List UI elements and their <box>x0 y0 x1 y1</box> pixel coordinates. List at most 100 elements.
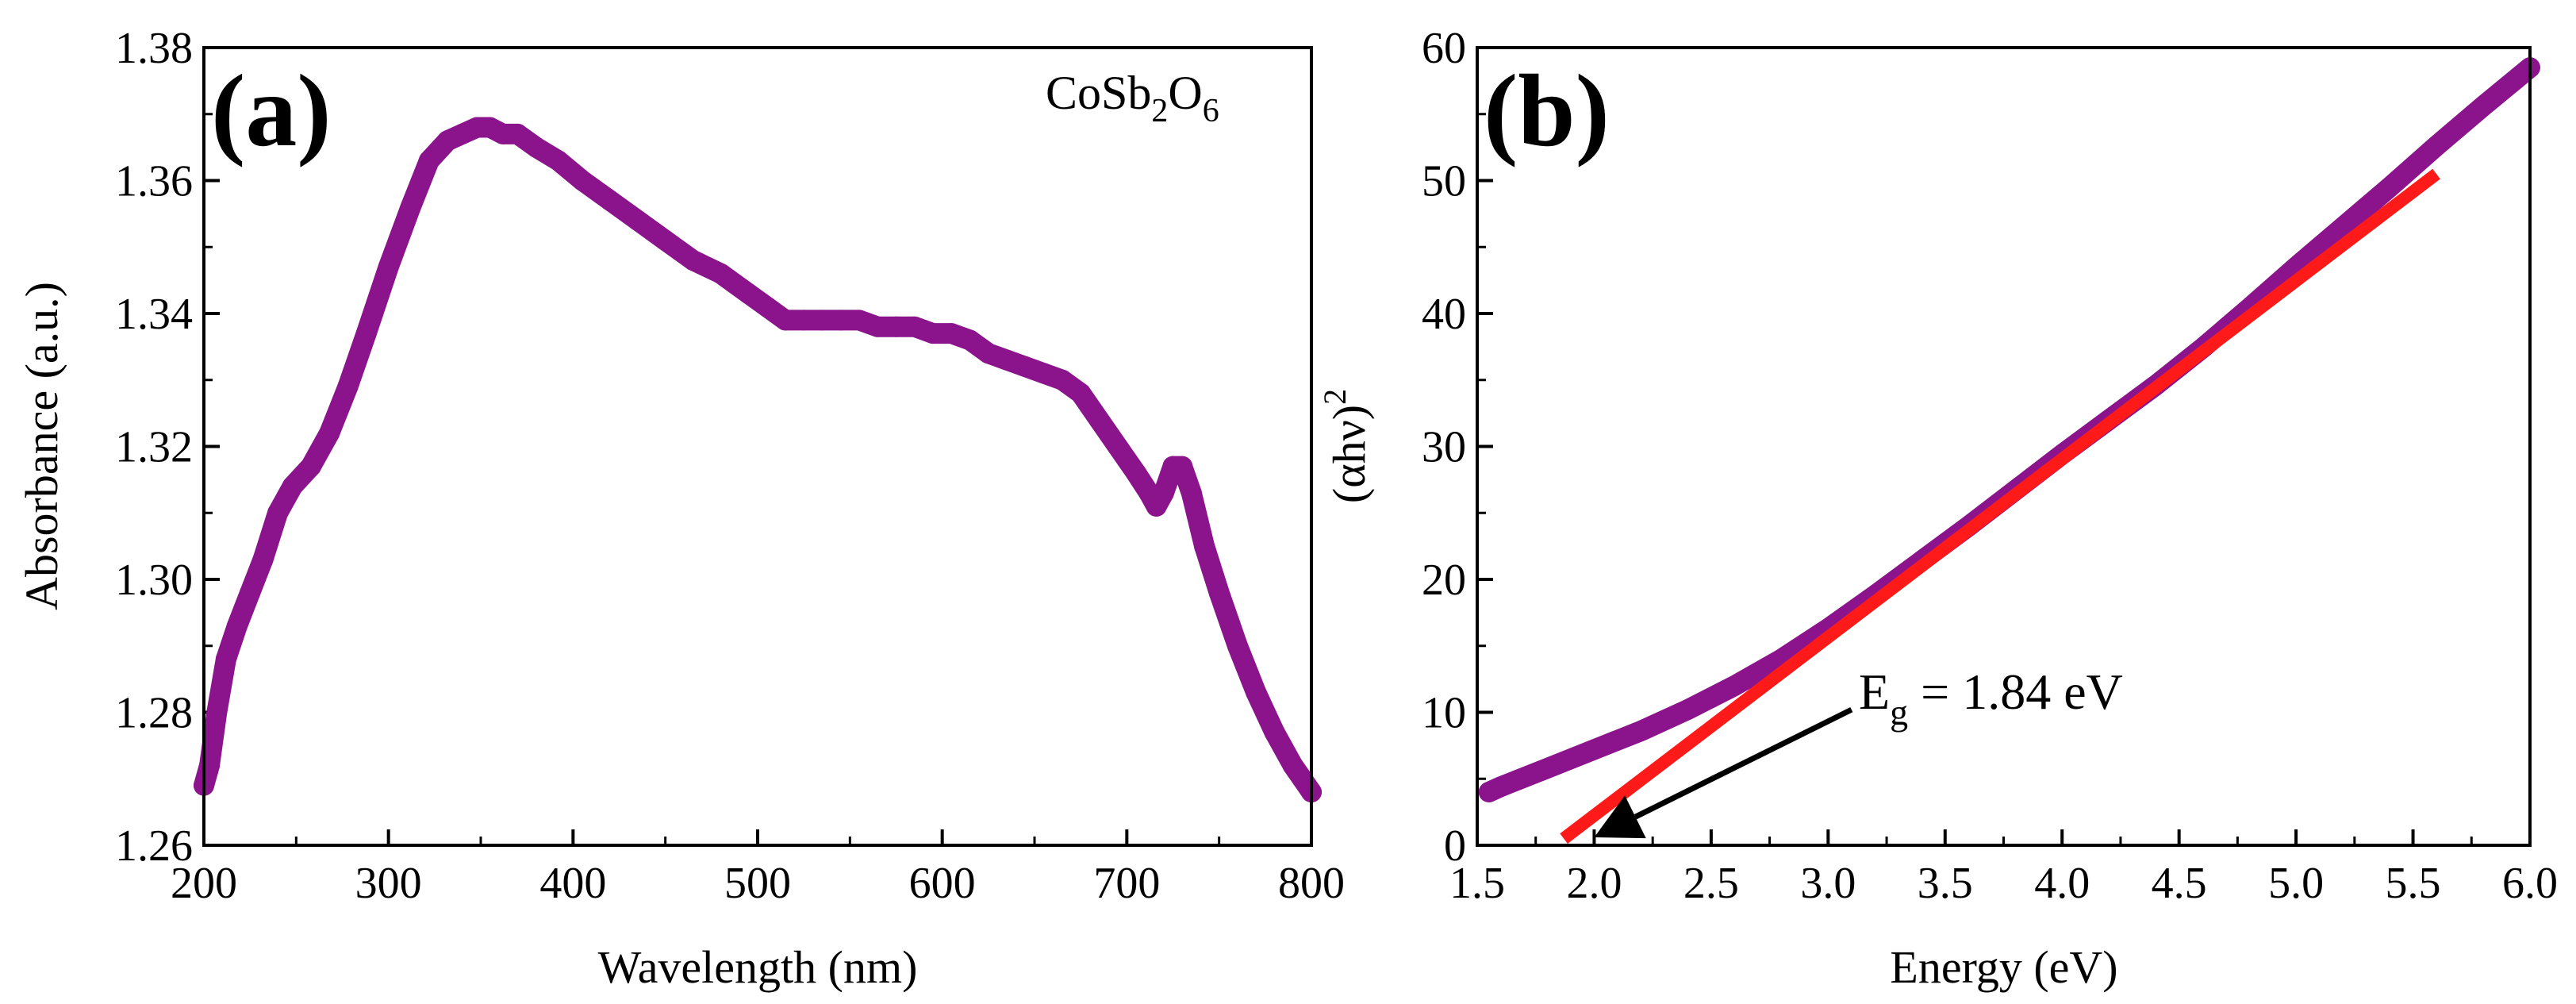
x-tick-label: 5.0 <box>2268 859 2324 908</box>
tauc-point <box>1491 777 1511 797</box>
absorbance-point <box>996 349 1018 371</box>
absorbance-point <box>507 123 528 144</box>
y-tick-label: 1.34 <box>115 290 193 339</box>
absorbance-point <box>267 502 289 524</box>
absorbance-point <box>1264 721 1285 743</box>
absorbance-point <box>1153 483 1174 504</box>
absorbance-point <box>812 310 833 331</box>
panel-a-y-axis-label: Absorbance (a.u.) <box>16 282 67 610</box>
tauc-point <box>1538 758 1557 778</box>
y-tick-label: 1.28 <box>115 689 193 738</box>
absorbance-point <box>1194 536 1215 557</box>
panel-b-y-tick-labels: 0 10 20 30 40 50 60 <box>1422 24 1466 871</box>
y-tick-label: 0 <box>1444 821 1466 871</box>
y-label-sup: 2 <box>1317 389 1353 405</box>
panel-b-y-axis-label: (αhν)2 <box>1317 389 1375 503</box>
tauc-point <box>1584 740 1604 760</box>
absorbance-point <box>1070 383 1092 404</box>
panel-b-x-axis-label: Energy (eV) <box>1890 941 2117 993</box>
y-tick-label: 40 <box>1422 290 1466 339</box>
compound-sub-2: 6 <box>1203 93 1219 129</box>
tauc-point <box>2380 177 2400 197</box>
x-tick-label: 4.5 <box>2152 859 2207 908</box>
absorbance-point <box>793 310 815 331</box>
absorbance-point <box>756 296 777 317</box>
panel-a-x-tick-labels: 200 300 400 500 600 700 800 <box>171 859 1345 908</box>
tauc-point <box>1678 700 1698 720</box>
tauc-point <box>1631 721 1651 740</box>
absorbance-point <box>599 190 620 211</box>
absorbance-point <box>959 329 981 351</box>
absorbance-point <box>774 310 796 331</box>
absorbance-point <box>627 210 648 231</box>
absorbance-point <box>885 316 907 337</box>
panel-a-frame <box>202 46 1313 847</box>
x-tick-label: 2.0 <box>1566 859 1622 908</box>
absorbance-point <box>710 263 731 284</box>
panel-b: 1.5 2.0 2.5 3.0 3.5 4.0 4.5 5.0 5.5 6.0 0 10 20 30 40… <box>1317 24 2558 993</box>
compound-sub-1: 2 <box>1151 93 1168 129</box>
x-tick-label: 1.5 <box>1449 859 1505 908</box>
absorbance-point <box>240 582 261 603</box>
absorbance-point <box>525 137 547 158</box>
panel-a-compound-label: CoSb2O6 <box>1046 67 1219 129</box>
y-tick-label: 1.30 <box>115 556 193 605</box>
absorbance-point <box>378 256 399 278</box>
panel-b-frame <box>1476 46 2532 847</box>
y-tick-label: 1.36 <box>115 157 193 206</box>
absorbance-point <box>1088 410 1110 430</box>
x-tick-label: 800 <box>1278 859 1345 908</box>
absorbance-point <box>418 150 440 171</box>
panel-a-ticks <box>202 46 1313 847</box>
x-tick-label: 4.0 <box>2034 859 2090 908</box>
panel-a-data-marks <box>194 117 1322 802</box>
absorbance-point <box>1172 456 1193 477</box>
absorbance-point <box>848 310 870 331</box>
eg-sub: g <box>1890 692 1908 733</box>
absorbance-point <box>1033 363 1054 384</box>
absorbance-point <box>1015 356 1036 377</box>
x-tick-label: 500 <box>724 859 791 908</box>
y-tick-label: 30 <box>1422 423 1466 472</box>
absorbance-point <box>571 170 593 191</box>
absorbance-point <box>300 456 321 477</box>
band-gap-arrow-shaft <box>1634 707 1853 820</box>
absorbance-point <box>547 150 569 171</box>
panel-a-y-tick-labels: 1.26 1.28 1.30 1.32 1.34 1.36 1.38 <box>115 24 193 871</box>
tauc-point <box>1725 676 1745 695</box>
absorbance-point <box>1246 682 1267 703</box>
y-tick-label: 10 <box>1422 689 1466 738</box>
absorbance-point <box>206 702 228 723</box>
x-tick-label: 300 <box>355 859 422 908</box>
panel-a-x-axis-label: Wavelength (nm) <box>598 941 918 993</box>
eg-rest: = 1.84 eV <box>1908 664 2123 720</box>
x-tick-label: 2.5 <box>1683 859 1739 908</box>
linear-fit-line <box>1560 168 2440 844</box>
absorbance-point <box>1107 436 1128 457</box>
compound-base: CoSb <box>1046 67 1151 119</box>
compound-mid: O <box>1168 67 1202 119</box>
y-tick-label: 1.26 <box>115 821 193 871</box>
absorbance-point <box>941 323 962 344</box>
panel-b-data-marks <box>1478 57 2540 844</box>
y-tick-label: 1.38 <box>115 24 193 73</box>
absorbance-point <box>319 422 340 444</box>
panel-b-x-tick-labels: 1.5 2.0 2.5 3.0 3.5 4.0 4.5 5.0 5.5 6.0 <box>1449 859 2558 908</box>
absorbance-point <box>1051 369 1073 390</box>
absorbance-point <box>738 283 759 304</box>
absorbance-point <box>1181 483 1202 504</box>
absorbance-point <box>682 250 704 271</box>
absorbance-point <box>492 123 513 144</box>
absorbance-point <box>923 323 944 344</box>
absorbance-point <box>1125 463 1146 483</box>
absorbance-point <box>904 316 925 337</box>
x-tick-label: 6.0 <box>2502 859 2558 908</box>
x-tick-label: 600 <box>909 859 976 908</box>
y-tick-label: 60 <box>1422 24 1466 73</box>
x-tick-label: 200 <box>171 859 237 908</box>
band-gap-arrow-head <box>1594 795 1646 839</box>
absorbance-point <box>655 229 676 251</box>
absorbance-point <box>400 197 421 217</box>
